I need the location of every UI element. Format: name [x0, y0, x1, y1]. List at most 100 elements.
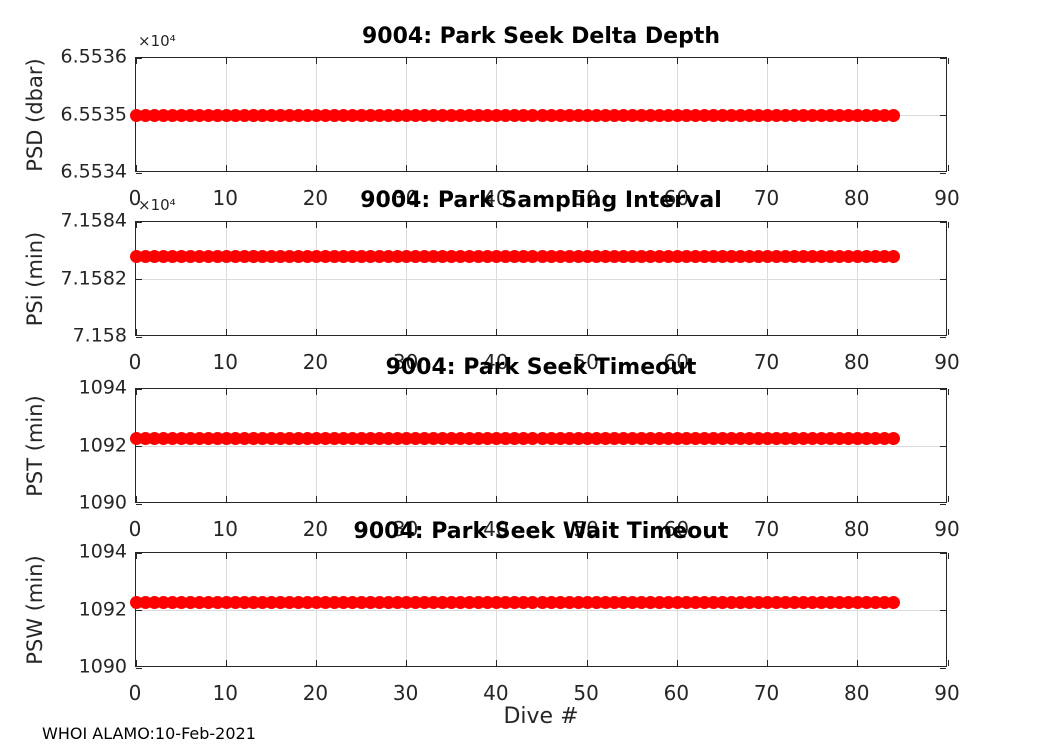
- y-tick-mark-right: [940, 388, 946, 390]
- x-tick-mark-top: [496, 389, 498, 395]
- x-tick-mark-top: [947, 58, 949, 64]
- x-tick-mark-bottom: [406, 329, 408, 335]
- y-tick-mark-right: [940, 57, 946, 59]
- x-tick-label: 30: [392, 681, 419, 705]
- x-tick-mark-bottom: [586, 660, 588, 666]
- x-tick-mark-top: [135, 389, 137, 395]
- x-tick-mark-top: [225, 553, 227, 559]
- x-tick-label: 60: [663, 517, 690, 541]
- y-tick-label: 7.1582: [60, 267, 127, 290]
- x-tick-mark-top: [496, 553, 498, 559]
- data-point: [887, 250, 901, 263]
- y-tick-mark-right: [940, 279, 946, 280]
- y-tick-mark-left: [136, 667, 142, 669]
- x-tick-mark-bottom: [857, 660, 859, 666]
- y-tick-mark-left: [136, 172, 142, 174]
- x-tick-mark-top: [496, 222, 498, 228]
- y-axis-exponent-label: ×10⁴: [138, 196, 176, 214]
- x-tick-mark-top: [586, 58, 588, 64]
- x-tick-mark-bottom: [135, 496, 137, 502]
- x-gridline: [225, 553, 227, 666]
- x-tick-label: 0: [128, 186, 142, 210]
- x-tick-mark-top: [947, 389, 949, 395]
- x-tick-mark-top: [406, 553, 408, 559]
- x-tick-mark-top: [586, 222, 588, 228]
- x-gridline: [676, 553, 678, 666]
- x-tick-mark-top: [676, 222, 678, 228]
- x-tick-mark-bottom: [676, 496, 678, 502]
- x-tick-mark-bottom: [767, 660, 769, 666]
- x-tick-mark-top: [676, 389, 678, 395]
- x-tick-label: 70: [753, 517, 780, 541]
- x-gridline: [857, 553, 859, 666]
- x-tick-mark-bottom: [676, 329, 678, 335]
- x-tick-label: 80: [844, 517, 870, 541]
- y-tick-mark-right: [940, 221, 946, 223]
- data-point: [887, 432, 901, 446]
- data-point: [887, 109, 901, 122]
- y-tick-mark-right: [940, 503, 946, 505]
- x-tick-label: 60: [663, 681, 690, 705]
- y-tick-mark-left: [136, 446, 142, 447]
- subplot-4-axes-box: [129, 552, 949, 669]
- x-axis-label: Dive #: [503, 704, 579, 729]
- x-tick-label: 90: [934, 517, 960, 541]
- x-tick-mark-top: [315, 553, 317, 559]
- x-tick-mark-bottom: [315, 660, 317, 666]
- x-gridline: [767, 222, 769, 335]
- subplot-1-axes-box: [129, 57, 949, 174]
- x-tick-label: 10: [212, 186, 238, 210]
- x-tick-mark-bottom: [586, 329, 588, 335]
- x-tick-label: 90: [934, 350, 960, 374]
- x-tick-label: 0: [128, 517, 142, 541]
- x-tick-mark-top: [676, 58, 678, 64]
- x-tick-label: 80: [844, 681, 870, 705]
- x-tick-mark-bottom: [496, 329, 498, 335]
- x-gridline: [406, 389, 408, 502]
- y-tick-label: 1094: [78, 376, 127, 399]
- x-tick-mark-bottom: [135, 660, 137, 666]
- y-tick-mark-right: [940, 115, 946, 116]
- x-tick-label: 60: [663, 186, 690, 210]
- y-tick-mark-right: [940, 610, 946, 611]
- y-tick-label: 1092: [78, 434, 127, 457]
- x-tick-mark-bottom: [315, 496, 317, 502]
- x-tick-mark-top: [767, 58, 769, 64]
- x-gridline: [315, 222, 317, 335]
- y-tick-mark-right: [940, 552, 946, 554]
- y-tick-mark-right: [940, 172, 946, 174]
- data-point: [887, 596, 901, 610]
- x-tick-label: 10: [212, 681, 238, 705]
- x-tick-mark-bottom: [406, 660, 408, 666]
- x-tick-mark-bottom: [586, 165, 588, 171]
- subplot-3-ylabel: PST (min): [23, 394, 47, 497]
- x-tick-mark-bottom: [315, 165, 317, 171]
- x-tick-label: 50: [573, 681, 599, 705]
- x-tick-mark-top: [406, 222, 408, 228]
- x-tick-label: 90: [934, 186, 960, 210]
- x-tick-mark-bottom: [225, 329, 227, 335]
- x-tick-mark-top: [676, 553, 678, 559]
- x-tick-mark-top: [586, 389, 588, 395]
- y-tick-mark-right: [940, 336, 946, 338]
- x-tick-mark-top: [767, 222, 769, 228]
- subplot-4-title: 9004: Park Seek Wait Timeout: [353, 519, 729, 544]
- x-tick-label: 20: [302, 186, 329, 210]
- x-tick-mark-top: [135, 222, 137, 228]
- x-gridline: [676, 389, 678, 502]
- x-tick-mark-bottom: [496, 165, 498, 171]
- y-tick-mark-left: [136, 279, 142, 280]
- x-gridline: [586, 553, 588, 666]
- x-tick-label: 40: [483, 517, 509, 541]
- x-tick-mark-top: [767, 389, 769, 395]
- x-tick-mark-bottom: [857, 165, 859, 171]
- x-tick-mark-bottom: [857, 496, 859, 502]
- subplot-2-axes-box: [129, 221, 949, 338]
- x-tick-mark-top: [225, 58, 227, 64]
- x-gridline: [857, 389, 859, 502]
- y-tick-mark-right: [940, 446, 946, 447]
- x-tick-label: 30: [392, 517, 419, 541]
- x-tick-mark-top: [767, 553, 769, 559]
- x-gridline: [496, 389, 498, 502]
